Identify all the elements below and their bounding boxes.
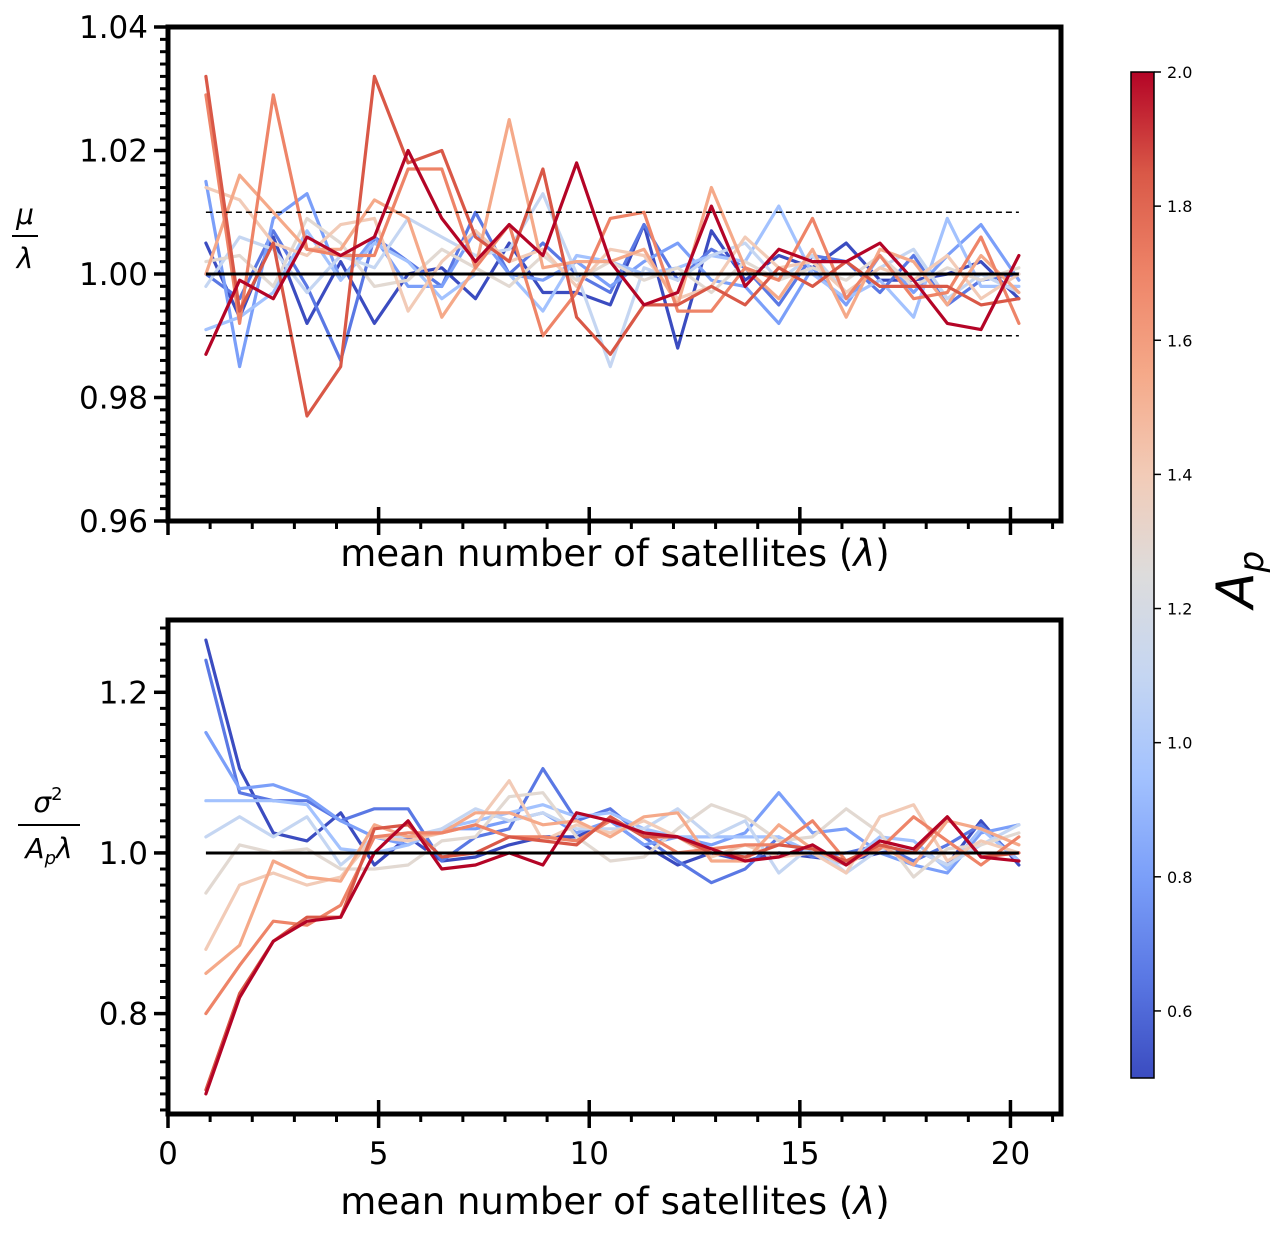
bottom-series-line-6 <box>204 779 1021 951</box>
colorbar-tick-label: 0.8 <box>1167 868 1192 887</box>
colorbar-ticks: 0.6 0.8 1.0 1.2 1.4 1.6 1.8 2.0 <box>1154 63 1192 1021</box>
colorbar-gradient <box>1130 71 1155 1079</box>
top-series-line-10 <box>204 148 1021 356</box>
colorbar-tick-label: 1.2 <box>1167 600 1192 619</box>
top-plot-area <box>165 24 1064 524</box>
bottom-plot-area <box>165 617 1064 1117</box>
top-series-line-9 <box>204 74 1021 418</box>
bottom-ylabel: σ2 Apλ <box>18 784 80 869</box>
bottom-x-tick-label: 10 <box>569 1136 608 1172</box>
bottom-y-tick-label: 1.0 <box>99 836 148 872</box>
bottom-y-tick-label: 1.2 <box>99 675 148 711</box>
bottom-frame <box>165 617 1064 1117</box>
top-x-ticks <box>166 507 1055 535</box>
bottom-x-tick-label: 20 <box>991 1136 1030 1172</box>
top-y-tick-label: 1.04 <box>79 10 148 46</box>
top-series-line-6 <box>204 185 1021 313</box>
top-y-tick-label: 1.02 <box>79 134 148 170</box>
bottom-ylabel-denominator: Apλ <box>23 832 72 869</box>
top-panel: 0.96 0.98 1.00 1.02 1.04 μ λ mean number of … <box>12 10 1064 575</box>
colorbar-tick-label: 1.8 <box>1167 197 1192 216</box>
bottom-ylabel-numerator: σ2 <box>33 784 62 819</box>
bottom-y-tick-label: 0.8 <box>99 997 148 1033</box>
bottom-series-line-5 <box>204 791 1021 895</box>
bottom-series-line-7 <box>204 811 1021 976</box>
bottom-xlabel: mean number of satellites (λ) <box>340 1180 889 1223</box>
bottom-x-tick-label: 0 <box>158 1136 178 1172</box>
colorbar-tick-label: 1.6 <box>1167 331 1192 350</box>
top-ylabel: μ λ <box>12 198 38 275</box>
top-xlabel: mean number of satellites (λ) <box>340 532 889 575</box>
top-ylabel-numerator: μ <box>15 198 34 231</box>
top-y-tick-label: 0.96 <box>79 504 148 540</box>
colorbar: 0.6 0.8 1.0 1.2 1.4 1.6 1.8 2.0 Ap <box>1130 63 1272 1079</box>
bottom-y-ticks: 0.8 1.0 1.2 <box>99 626 168 1112</box>
bottom-series-line-3 <box>204 799 1021 871</box>
colorbar-tick-label: 0.6 <box>1167 1002 1192 1021</box>
top-y-ticks: 0.96 0.98 1.00 1.02 1.04 <box>79 10 168 540</box>
top-y-tick-label: 1.00 <box>79 257 148 293</box>
bottom-series-line-10 <box>204 811 1021 1096</box>
bottom-x-tick-label: 5 <box>369 1136 389 1172</box>
bottom-panel: 0.8 1.0 1.2 0 5 10 15 20 σ2 Apλ mean number of… <box>18 617 1064 1223</box>
colorbar-label: Ap <box>1206 551 1272 611</box>
bottom-x-tick-label: 15 <box>780 1136 819 1172</box>
colorbar-tick-label: 1.4 <box>1167 465 1192 484</box>
top-y-tick-label: 0.98 <box>79 381 148 417</box>
colorbar-tick-label: 1.0 <box>1167 734 1192 753</box>
colorbar-tick-label: 2.0 <box>1167 63 1192 82</box>
top-ylabel-denominator: λ <box>15 242 34 275</box>
bottom-x-ticks: 0 5 10 15 20 <box>158 1100 1055 1172</box>
